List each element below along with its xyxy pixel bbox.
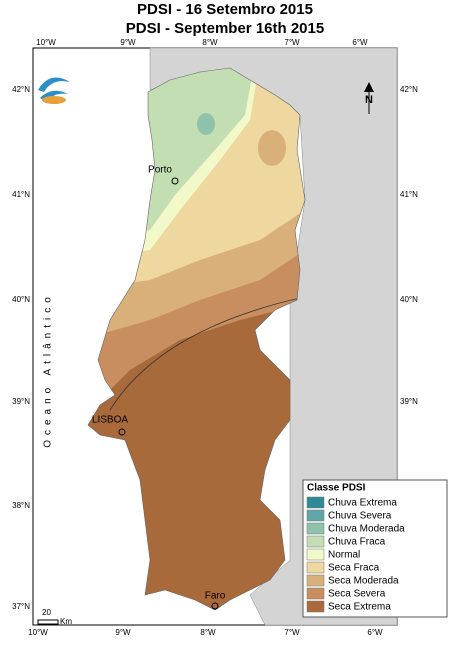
- legend-swatch: [306, 548, 325, 561]
- longitude-label: 6°W: [352, 38, 368, 47]
- legend-swatch: [306, 600, 325, 613]
- longitude-label: 9°W: [115, 628, 131, 637]
- latitude-label: 39°N: [12, 397, 30, 406]
- longitude-label: 10°W: [28, 628, 48, 637]
- city-marker: [118, 428, 126, 436]
- longitude-label: 7°W: [284, 38, 300, 47]
- legend-label: Seca Severa: [328, 589, 386, 600]
- longitude-label: 9°W: [120, 38, 136, 47]
- title: PDSI - 16 Setembro 2015: [137, 1, 313, 18]
- north-arrow-n: N: [365, 94, 373, 106]
- legend-swatch: [306, 496, 325, 509]
- legend-label: Chuva Extrema: [328, 498, 397, 509]
- latitude-label: 41°N: [400, 190, 418, 199]
- latitude-label: 42°N: [12, 85, 30, 94]
- legend-swatch: [306, 522, 325, 535]
- city-marker: [171, 177, 179, 185]
- longitude-label: 7°W: [284, 628, 300, 637]
- legend-label: Seca Extrema: [328, 602, 391, 613]
- legend-label: Chuva Fraca: [328, 537, 386, 548]
- latitude-label: 38°N: [12, 501, 30, 510]
- legend-label: Chuva Moderada: [328, 524, 405, 535]
- legend-label: Chuva Severa: [328, 511, 392, 522]
- logo: [38, 77, 70, 104]
- city-label: Porto: [148, 165, 172, 176]
- latitude-label: 40°N: [12, 295, 30, 304]
- longitude-label: 8°W: [200, 628, 216, 637]
- ocean-label-group: Oceano Atlântico: [43, 292, 54, 448]
- latitude-label: 40°N: [400, 295, 418, 304]
- legend-label: Normal: [328, 550, 360, 561]
- north-arrow: N: [364, 82, 374, 114]
- legend-swatch: [306, 535, 325, 548]
- subtitle: PDSI - September 16th 2015: [126, 20, 324, 37]
- legend-swatch: [306, 561, 325, 574]
- legend-swatch: [306, 587, 325, 600]
- longitude-label: 10°W: [36, 38, 56, 47]
- latitude-label: 41°N: [12, 190, 30, 199]
- city-label: Faro: [205, 591, 226, 602]
- zone-chuva-moderada-spot: [197, 113, 215, 135]
- scale-unit: Km: [60, 617, 72, 626]
- boundary-line: [109, 297, 301, 411]
- zone-seca-moderada-spot: [258, 130, 286, 166]
- legend: [302, 479, 448, 618]
- scale-bar: [37, 619, 59, 625]
- logo-sun: [42, 96, 66, 104]
- latitude-label: 42°N: [400, 85, 418, 94]
- city-label: LISBOA: [92, 415, 128, 426]
- latitude-label: 39°N: [400, 397, 418, 406]
- north-arrow-head: [364, 82, 374, 92]
- logo-wave: [38, 77, 70, 92]
- longitude-label: 8°W: [202, 38, 218, 47]
- legend-swatch: [306, 509, 325, 522]
- legend-label: Seca Moderada: [328, 576, 399, 587]
- longitude-label: 6°W: [367, 628, 383, 637]
- legend-swatch: [306, 574, 325, 587]
- latitude-label: 37°N: [12, 602, 30, 611]
- legend-title: Classe PDSI: [307, 483, 366, 494]
- legend-label: Seca Fraca: [328, 563, 380, 574]
- city-marker: [211, 602, 219, 610]
- scale-value: 20: [42, 608, 51, 617]
- ocean-label: Oceano Atlântico: [43, 292, 54, 448]
